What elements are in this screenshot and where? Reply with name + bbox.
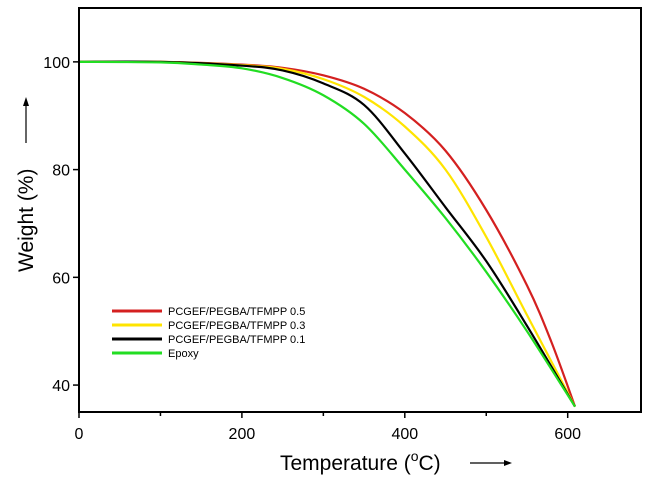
y-axis-title: Weight (%) <box>15 169 38 272</box>
x-tick-label: 600 <box>554 426 581 443</box>
y-tick-label: 40 <box>52 378 70 395</box>
y-axis-arrow <box>23 97 29 143</box>
x-tick-label: 200 <box>229 426 256 443</box>
legend-label: PCGEF/PEGBA/TFMPP 0.5 <box>168 306 305 318</box>
series-line-3 <box>78 60 576 408</box>
series-line-2 <box>78 60 576 408</box>
y-tick-label: 80 <box>52 163 70 180</box>
legend-label: PCGEF/PEGBA/TFMPP 0.1 <box>168 334 305 346</box>
axis-ticks: 0 200 400 600 40 60 80 100 <box>43 55 581 443</box>
series-curves <box>78 60 577 408</box>
y-tick-label: 60 <box>52 270 70 287</box>
legend: PCGEF/PEGBA/TFMPP 0.5 PCGEF/PEGBA/TFMPP 0… <box>112 306 305 360</box>
plot-frame <box>78 7 642 413</box>
x-axis-title: Temperature (oC) <box>280 448 441 475</box>
x-tick-label: 400 <box>391 426 418 443</box>
legend-label: Epoxy <box>168 348 199 360</box>
y-tick-label: 100 <box>43 55 70 72</box>
x-tick-label: 0 <box>75 426 84 443</box>
legend-label: PCGEF/PEGBA/TFMPP 0.3 <box>168 320 305 332</box>
series-line-0 <box>78 60 577 407</box>
x-axis-arrow <box>470 460 512 466</box>
